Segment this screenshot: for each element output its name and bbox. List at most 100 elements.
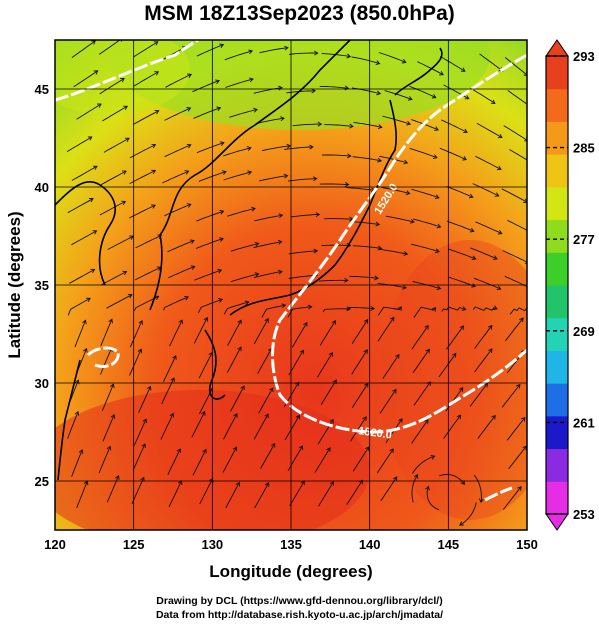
streamline	[443, 414, 461, 439]
streamline-arrowhead	[374, 275, 379, 281]
streamline	[259, 47, 288, 54]
colorbar-segment	[546, 448, 568, 482]
streamline	[225, 78, 254, 88]
streamline-arrowhead	[405, 190, 411, 196]
streamline-arrowhead	[434, 194, 440, 200]
streamline	[284, 415, 300, 441]
streamline	[67, 198, 94, 214]
colorbar-tick-label: 253	[573, 507, 595, 522]
streamline-arrowhead	[221, 170, 227, 175]
streamline	[351, 56, 380, 65]
credits: Drawing by DCL (https://www.gfd-dennou.o…	[0, 594, 599, 622]
streamline	[71, 230, 97, 246]
streamline-arrowhead	[375, 221, 381, 227]
streamline-arrowhead	[460, 67, 466, 72]
streamline	[107, 235, 134, 250]
colorbar-tick-label: 293	[573, 49, 595, 64]
streamline-arrowhead	[397, 306, 402, 311]
streamline-arrowhead	[151, 143, 157, 149]
streamline	[502, 250, 527, 263]
streamline-arrowhead	[115, 475, 120, 480]
streamline-arrowhead	[364, 382, 369, 388]
streamline	[411, 243, 440, 253]
streamline	[479, 53, 503, 72]
streamline-arrowhead	[517, 486, 522, 491]
streamline	[376, 448, 394, 474]
streamline-arrowhead	[264, 482, 270, 487]
streamline	[413, 381, 431, 406]
streamline-arrowhead	[184, 170, 190, 175]
streamline-arrowhead	[253, 107, 258, 113]
streamline	[195, 238, 224, 249]
streamline-arrowhead	[294, 381, 300, 387]
streamline-arrowhead	[247, 170, 253, 176]
colorbar-segment	[546, 350, 568, 384]
colorbar-segment	[546, 317, 568, 351]
chart-title: MSM 18Z13Sep2023 (850.0hPa)	[144, 2, 455, 25]
streamline-arrowhead	[496, 285, 502, 291]
streamline	[67, 411, 79, 439]
streamline	[441, 306, 466, 312]
streamline-arrowhead	[219, 141, 225, 146]
streamline	[66, 136, 93, 152]
streamline	[258, 387, 274, 414]
streamline	[169, 319, 183, 347]
streamline-arrowhead	[172, 355, 177, 360]
streamline-arrowhead	[92, 165, 98, 170]
streamline-arrowhead	[497, 133, 503, 139]
streamline	[133, 419, 147, 446]
streamline-arrowhead	[344, 182, 350, 187]
streamline-arrowhead	[154, 110, 160, 115]
streamline-arrowhead	[530, 161, 534, 165]
streamline-arrowhead	[93, 70, 99, 75]
streamline	[411, 325, 429, 350]
streamline-arrowhead	[201, 410, 206, 416]
y-tick-label: 40	[35, 180, 49, 195]
streamline-arrowhead	[376, 90, 382, 96]
streamline	[446, 220, 474, 232]
streamline-arrowhead	[398, 418, 403, 423]
streamline	[352, 245, 382, 249]
streamline	[230, 273, 259, 283]
streamline	[222, 446, 237, 473]
x-tick-label: 125	[123, 537, 145, 552]
streamline-arrowhead	[497, 230, 503, 235]
streamline	[129, 349, 142, 376]
streamline-arrowhead	[216, 106, 222, 112]
streamline	[196, 142, 225, 154]
streamline	[352, 156, 382, 162]
streamline-arrowhead	[529, 230, 533, 234]
streamline-arrowhead	[496, 165, 502, 171]
streamline	[417, 61, 444, 76]
streamline-arrowhead	[328, 351, 333, 357]
streamline-arrowhead	[424, 324, 429, 330]
streamline	[507, 90, 527, 105]
streamline	[161, 377, 175, 405]
streamline	[472, 306, 498, 311]
streamline	[381, 186, 410, 194]
streamline-arrowhead	[237, 319, 242, 325]
streamline-arrowhead	[298, 445, 304, 451]
streamline-arrowhead	[487, 324, 493, 330]
streamline-arrowhead	[83, 347, 88, 353]
streamline-arrowhead	[377, 124, 383, 130]
streamline-arrowhead	[452, 352, 457, 358]
streamline-arrowhead	[91, 40, 97, 45]
streamline	[198, 352, 213, 379]
streamline	[382, 115, 411, 125]
streamline	[446, 185, 473, 198]
streamline-arrowhead	[312, 176, 318, 182]
streamline	[129, 320, 143, 348]
streamline	[288, 52, 318, 55]
streamline	[503, 486, 522, 510]
streamline-arrowhead	[237, 346, 242, 352]
streamline-arrowhead	[317, 121, 323, 127]
streamline-arrowhead	[309, 144, 314, 150]
streamline-arrowhead	[299, 349, 304, 355]
streamline	[351, 349, 368, 375]
streamline	[319, 183, 349, 186]
streamline	[320, 379, 337, 405]
streamline-arrowhead	[254, 241, 260, 247]
streamline-arrowhead	[370, 306, 375, 311]
streamline	[133, 71, 159, 87]
